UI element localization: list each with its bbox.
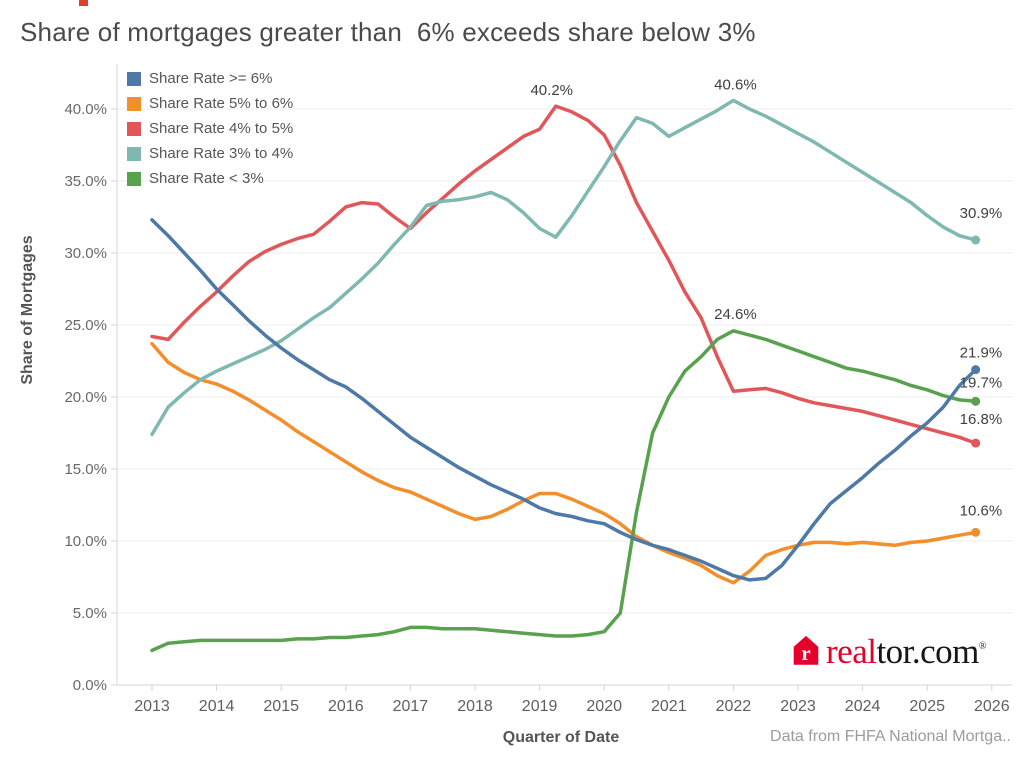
y-tick-label: 20.0% — [64, 389, 107, 406]
y-tick-label: 0.0% — [73, 677, 107, 694]
series-end-dot — [971, 235, 981, 245]
series-line-2[interactable] — [150, 341, 978, 585]
legend-item-label: Share Rate >= 6% — [149, 70, 273, 87]
series-line-5[interactable] — [150, 329, 978, 653]
page-title: Share of mortgages greater than 6% excee… — [20, 17, 756, 47]
series-end-dot — [971, 365, 981, 375]
data-source-note: Data from FHFA National Mortga.. — [770, 728, 1011, 745]
series-line-3[interactable] — [150, 104, 978, 445]
axes: 0.0% 5.0% 10.0% 15.0% 20.0% 25.0% 30.0% 35.0% 40… — [64, 64, 1010, 715]
y-tick-label: 40.0% — [64, 101, 107, 118]
x-tick-label: 2025 — [909, 698, 945, 715]
y-tick-label: 35.0% — [64, 173, 107, 190]
value-annotation: 21.9% — [960, 345, 1003, 362]
y-tick-label: 10.0% — [64, 533, 107, 550]
x-axis-title: Quarter of Date — [503, 729, 620, 746]
legend-item-3[interactable]: Share Rate 4% to 5% — [127, 116, 293, 141]
series-end-dot — [971, 396, 981, 406]
series-line-1[interactable] — [150, 218, 978, 582]
legend: Share Rate >= 6% Share Rate 5% to 6% Share… — [127, 66, 293, 191]
x-tick-label: 2020 — [586, 698, 622, 715]
legend-item-label: Share Rate 5% to 6% — [149, 95, 294, 112]
x-tick-label: 2016 — [328, 698, 364, 715]
legend-swatch-icon — [127, 171, 141, 186]
legend-item-label: Share Rate 3% to 4% — [149, 145, 294, 162]
x-tick-label: 2026 — [974, 698, 1010, 715]
x-tick-label: 2018 — [457, 698, 493, 715]
logo-word-torcom: tor.com — [876, 632, 979, 671]
legend-swatch-icon — [127, 96, 141, 111]
gridlines — [117, 108, 1012, 686]
y-tick-label: 30.0% — [64, 245, 107, 262]
annotations: 40.2% 40.6% 24.6% 30.9% 21.9% 19.7% 16.8% 10.6% — [530, 76, 1002, 519]
y-tick-label: 5.0% — [73, 605, 107, 622]
x-tick-label: 2021 — [651, 698, 687, 715]
realtor-logo-text: realtor.com® — [826, 628, 987, 671]
value-annotation: 30.9% — [960, 205, 1003, 222]
x-tick-label: 2019 — [522, 698, 558, 715]
series-end-dot — [971, 527, 981, 537]
legend-item-2[interactable]: Share Rate 5% to 6% — [127, 91, 293, 116]
y-axis-title: Share of Mortgages — [19, 235, 36, 384]
legend-item-4[interactable]: Share Rate 3% to 4% — [127, 141, 293, 166]
legend-item-label: Share Rate < 3% — [149, 170, 264, 187]
house-letter: r — [801, 641, 810, 665]
x-tick-label: 2017 — [393, 698, 429, 715]
corner-red-mark — [79, 0, 88, 6]
legend-swatch-icon — [127, 146, 141, 161]
legend-swatch-icon — [127, 71, 141, 86]
realtor-logo: r realtor.com® — [791, 628, 987, 671]
series-lines[interactable] — [150, 98, 981, 653]
legend-item-1[interactable]: Share Rate >= 6% — [127, 66, 293, 91]
legend-item-5[interactable]: Share Rate < 3% — [127, 166, 293, 191]
logo-registered-mark: ® — [978, 641, 987, 652]
y-tick-label: 15.0% — [64, 461, 107, 478]
value-annotation: 19.7% — [960, 374, 1003, 391]
house-shape — [793, 635, 819, 665]
value-annotation: 10.6% — [960, 502, 1003, 519]
value-annotation: 40.2% — [530, 82, 573, 99]
value-annotation: 24.6% — [714, 306, 757, 323]
legend-item-label: Share Rate 4% to 5% — [149, 120, 294, 137]
value-annotation: 16.8% — [960, 411, 1003, 428]
x-tick-label: 2024 — [845, 698, 881, 715]
legend-swatch-icon — [127, 121, 141, 136]
realtor-house-icon: r — [793, 635, 819, 665]
x-tick-label: 2015 — [263, 698, 299, 715]
value-annotation: 40.6% — [714, 76, 757, 93]
logo-word-real: real — [826, 632, 877, 671]
x-tick-label: 2014 — [199, 698, 235, 715]
series-end-dot — [971, 438, 981, 448]
x-tick-label: 2022 — [716, 698, 752, 715]
x-tick-label: 2023 — [780, 698, 816, 715]
series-line-4[interactable] — [150, 98, 978, 437]
y-tick-label: 25.0% — [64, 317, 107, 334]
x-tick-label: 2013 — [134, 698, 170, 715]
